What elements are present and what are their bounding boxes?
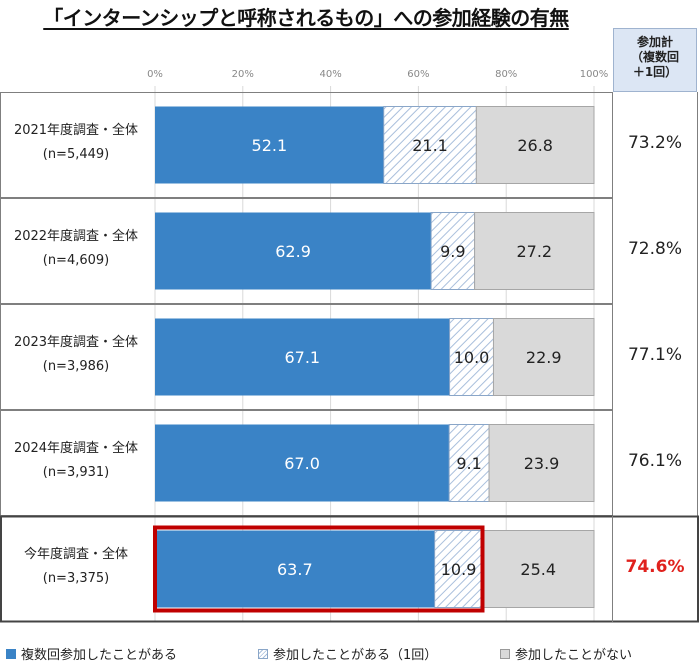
legend-swatch-none	[500, 648, 510, 659]
stacked-bar-chart: 0% 20% 40% 60% 80% 100% 52.1 21.1 26.8 62.9 9.9 27…	[0, 69, 699, 623]
bar-segment-series-2	[430, 212, 476, 290]
legend-label-multiple: 複数回参加したことがある	[21, 648, 178, 663]
category-label: 2024年度調査・全体 (n=3,931)	[0, 437, 152, 485]
category-label-sample-size: (n=3,375)	[42, 571, 110, 586]
row-frame	[0, 515, 699, 623]
bar-value-label: 63.7	[277, 560, 313, 579]
category-label: 2021年度調査・全体 (n=5,449)	[0, 119, 152, 167]
bar-segment-series-3	[475, 106, 595, 184]
total-column-header: 参加計 （複数回 ＋1回）	[613, 28, 697, 92]
category-label-name: 2021年度調査・全体	[13, 123, 139, 138]
category-label: 2023年度調査・全体 (n=3,986)	[0, 331, 152, 379]
x-tick-label: 0%	[147, 69, 163, 80]
bar-value-label: 10.9	[441, 560, 477, 579]
category-label-name: 2022年度調査・全体	[13, 229, 139, 244]
bar-value-label: 52.1	[252, 136, 288, 155]
bar-segment-series-2	[434, 530, 483, 608]
category-label: 今年度調査・全体 (n=3,375)	[0, 543, 152, 591]
bar-value-label: 25.4	[520, 560, 556, 579]
bar-segment-series-3	[488, 424, 595, 502]
chart-legend: 複数回参加したことがある 参加したことがある（1回） 参加したことがない	[0, 640, 700, 663]
category-label-name: 今年度調査・全体	[23, 547, 128, 562]
bar-segment-series-1	[155, 212, 432, 290]
bar-segment-series-1	[155, 106, 384, 184]
bar-value-label: 9.1	[456, 454, 481, 473]
legend-label-once: 参加したことがある（1回）	[273, 648, 438, 663]
bar-segment-series-1	[155, 318, 450, 396]
bar-segment-series-2	[449, 318, 494, 396]
bar-value-label: 21.1	[412, 136, 448, 155]
x-tick-label: 100%	[580, 69, 609, 80]
legend-item-none: 参加したことがない	[500, 644, 632, 663]
category-label-sample-size: (n=3,986)	[42, 359, 110, 374]
legend-label-none: 参加したことがない	[515, 648, 633, 663]
bar-value-label: 22.9	[526, 348, 562, 367]
bar-value-label: 67.0	[284, 454, 320, 473]
total-participation-value: 76.1%	[627, 451, 682, 471]
total-participation-value: 73.2%	[627, 133, 682, 153]
legend-item-multiple: 複数回参加したことがある	[6, 644, 177, 663]
highlight-box	[153, 525, 485, 613]
category-label: 2022年度調査・全体 (n=4,609)	[0, 225, 152, 273]
x-tick-label: 40%	[319, 69, 341, 80]
bar-value-label: 26.8	[517, 136, 553, 155]
total-participation-value: 77.1%	[627, 345, 682, 365]
category-label-sample-size: (n=4,609)	[42, 253, 110, 268]
bar-value-label: 27.2	[516, 242, 552, 261]
chart-title: 「インターンシップと呼称されるもの」への参加経験の有無	[43, 6, 569, 30]
category-label-sample-size: (n=5,449)	[42, 147, 110, 162]
total-header-line-1: 参加計	[636, 35, 673, 49]
x-tick-label: 80%	[495, 69, 517, 80]
category-label-name: 2023年度調査・全体	[13, 335, 139, 350]
x-tick-label: 20%	[232, 69, 254, 80]
bar-value-label: 23.9	[524, 454, 560, 473]
bar-segment-series-2	[448, 424, 490, 502]
legend-item-once: 参加したことがある（1回）	[258, 644, 437, 663]
bar-segment-series-3	[474, 212, 595, 290]
bar-value-label: 9.9	[440, 242, 465, 261]
x-tick-label: 60%	[407, 69, 429, 80]
bar-value-label: 10.0	[454, 348, 490, 367]
bar-segment-series-3	[481, 530, 595, 608]
total-participation-value: 74.6%	[625, 557, 685, 577]
legend-swatch-multiple	[6, 648, 16, 659]
bar-segment-series-1	[155, 424, 450, 502]
bar-segment-series-1	[155, 530, 435, 608]
bar-value-label: 67.1	[284, 348, 320, 367]
category-label-sample-size: (n=3,931)	[42, 465, 110, 480]
total-participation-value: 72.8%	[627, 239, 682, 259]
category-label-name: 2024年度調査・全体	[13, 441, 139, 456]
total-header-line-3: ＋1回）	[632, 65, 678, 79]
total-header-line-2: （複数回	[630, 50, 679, 64]
bar-value-label: 62.9	[275, 242, 311, 261]
bar-segment-series-3	[492, 318, 595, 396]
legend-swatch-once	[258, 648, 268, 659]
bar-segment-series-2	[383, 106, 477, 184]
